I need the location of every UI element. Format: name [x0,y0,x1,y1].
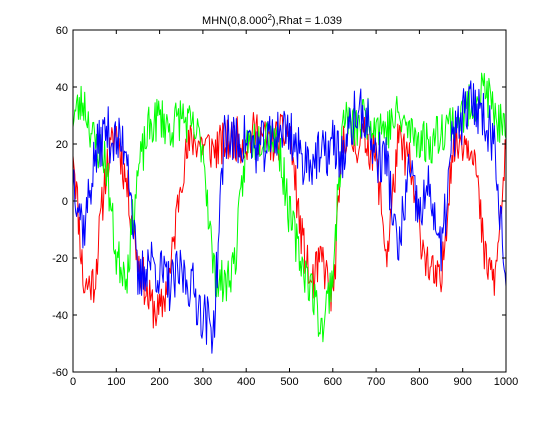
y-axis: -60 -40 -20 0 20 40 60 [52,25,506,379]
x-axis: 0 100 200 300 400 500 600 700 800 900 1000 [70,30,518,388]
chart-title-suffix: ),Rhat = 1.039 [272,15,342,27]
x-tick-label: 0 [70,376,76,388]
x-tick-label: 500 [280,376,298,388]
series-line-chain-red [72,112,507,329]
y-tick-label: 60 [56,25,68,37]
series-line-chain-blue [72,80,507,354]
x-tick-label: 700 [367,376,385,388]
x-tick-label: 400 [237,376,255,388]
x-tick-label: 600 [324,376,342,388]
x-tick-label: 200 [150,376,168,388]
y-tick-label: -40 [52,310,68,322]
chart-title: MHN(0,8.0002),Rhat = 1.039 [202,13,342,27]
y-tick-label: -20 [52,253,68,265]
y-tick-label: 40 [56,82,68,94]
x-tick-label: 900 [454,376,472,388]
series-line-chain-green [72,72,507,343]
y-tick-label: 20 [56,139,68,151]
plot-series-group [72,72,507,354]
y-tick-label: -60 [52,367,68,379]
x-tick-label: 300 [194,376,212,388]
chart-title-prefix: MHN(0,8.000 [202,15,267,27]
x-tick-label: 1000 [494,376,518,388]
y-tick-label: 0 [62,196,68,208]
chart-title-exponent: 2 [267,13,272,22]
x-tick-label: 800 [410,376,428,388]
x-tick-label: 100 [107,376,125,388]
